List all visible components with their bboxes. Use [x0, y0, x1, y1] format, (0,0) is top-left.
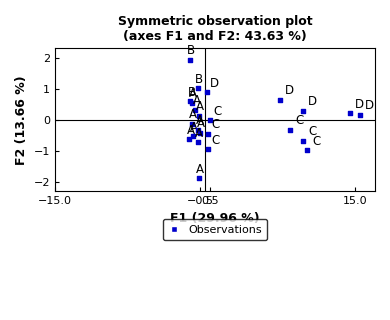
Point: [205, 147, 211, 152]
Point: [192, 107, 199, 112]
Text: A: A: [195, 114, 204, 127]
Text: C: C: [211, 118, 220, 131]
Y-axis label: F2 (13.66 %): F2 (13.66 %): [15, 75, 28, 165]
Text: C: C: [312, 135, 320, 148]
Text: A: A: [195, 127, 203, 140]
Text: B: B: [187, 44, 195, 57]
Legend: Observations: Observations: [163, 219, 267, 240]
Text: D: D: [365, 99, 374, 112]
Point: [304, 148, 310, 153]
Text: B: B: [188, 86, 195, 99]
Point: [287, 127, 293, 132]
Text: C: C: [308, 125, 316, 139]
Point: [187, 99, 193, 104]
Text: D: D: [355, 98, 364, 110]
Text: D: D: [210, 77, 219, 90]
Text: C: C: [211, 134, 220, 147]
Text: A: A: [192, 94, 200, 107]
Text: A: A: [186, 124, 195, 137]
Point: [186, 137, 193, 142]
Text: A: A: [197, 117, 205, 130]
Point: [187, 57, 193, 62]
X-axis label: F1 (29.96 %): F1 (29.96 %): [170, 212, 260, 225]
Text: A: A: [189, 87, 197, 100]
Point: [300, 139, 306, 144]
Text: D: D: [308, 95, 317, 108]
Point: [189, 121, 195, 126]
Point: [207, 118, 214, 123]
Text: C: C: [295, 114, 303, 127]
Point: [195, 85, 201, 91]
Point: [196, 176, 202, 181]
Point: [277, 97, 283, 102]
Point: [197, 130, 203, 135]
Point: [205, 131, 211, 136]
Text: C: C: [213, 105, 222, 118]
Text: D: D: [285, 84, 294, 97]
Title: Symmetric observation plot
(axes F1 and F2: 43.63 %): Symmetric observation plot (axes F1 and …: [118, 15, 312, 43]
Point: [196, 113, 202, 118]
Text: A: A: [189, 108, 197, 121]
Text: A: A: [196, 163, 204, 176]
Point: [195, 140, 201, 145]
Point: [357, 112, 363, 117]
Text: B: B: [195, 73, 203, 86]
Point: [190, 133, 196, 139]
Point: [195, 127, 202, 132]
Point: [204, 90, 210, 95]
Text: A: A: [196, 100, 204, 113]
Text: A: A: [190, 121, 198, 133]
Point: [300, 108, 306, 113]
Point: [189, 100, 195, 105]
Point: [347, 110, 353, 116]
